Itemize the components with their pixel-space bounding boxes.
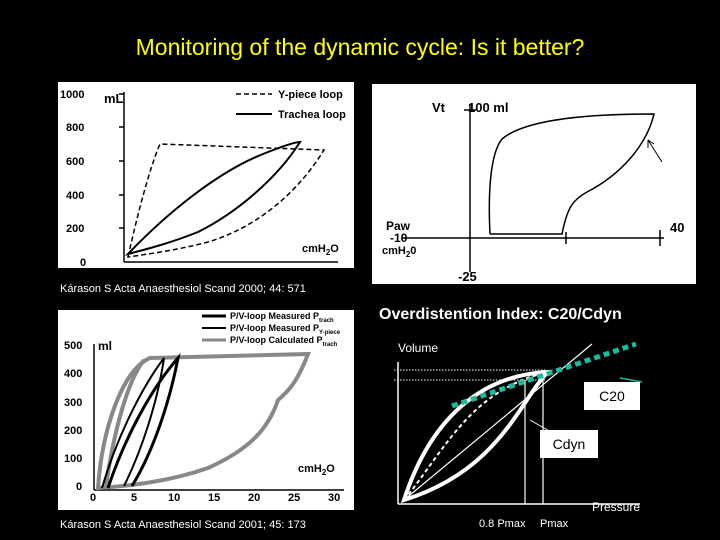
measured-trach-loop bbox=[106, 352, 181, 489]
y-tick-label: 200 bbox=[66, 223, 84, 235]
measured-ypiece-loop bbox=[101, 357, 165, 489]
y-piece-loop bbox=[127, 143, 326, 258]
y-tick-label: 1000 bbox=[60, 89, 84, 101]
arrow-head bbox=[647, 139, 655, 148]
y-tick-marks bbox=[119, 93, 124, 229]
legend-label: P/V-loop Calculated Ptrach bbox=[230, 335, 338, 348]
y-tick-label: 800 bbox=[66, 122, 84, 134]
y-tick-label: 400 bbox=[64, 368, 82, 380]
x-tick-label: 20 bbox=[248, 492, 260, 504]
x-unit-label: cmH2O bbox=[302, 243, 339, 257]
vt-paw-chart: Vt 100 ml Paw -10 cmH20 -25 40 bbox=[372, 84, 696, 284]
cdyn-line bbox=[403, 343, 593, 501]
vt-paw-trace bbox=[488, 113, 655, 235]
legend-label: Trachea loop bbox=[278, 109, 346, 121]
overdistention-title: Overdistention Index: C20/Cdyn bbox=[379, 306, 622, 323]
right-value: 40 bbox=[670, 220, 684, 235]
y-tick-label: 500 bbox=[64, 340, 82, 352]
c20-label-box: C20 bbox=[584, 382, 640, 410]
trachea-loop bbox=[124, 140, 302, 256]
x-tick-label: 25 bbox=[288, 492, 300, 504]
legend-label: P/V-loop Measured Ptrach bbox=[230, 311, 334, 324]
pv-loop-chart-2001-plot: P/V-loop Measured Ptrach P/V-loop Measur… bbox=[64, 310, 354, 504]
vt-paw-chart-plot: Vt 100 ml Paw -10 cmH20 -25 40 bbox=[382, 100, 684, 284]
vt-label: Vt bbox=[432, 100, 446, 115]
legend-label: Y-piece loop bbox=[278, 89, 343, 101]
y-tick-label: 100 bbox=[64, 453, 82, 465]
pv-loop-outer bbox=[400, 369, 554, 504]
bottom-value: -25 bbox=[458, 269, 477, 284]
vt-value: 100 ml bbox=[468, 100, 508, 115]
arrow-line bbox=[647, 139, 663, 163]
y-unit-label: mL bbox=[104, 91, 124, 106]
volume-label: Volume bbox=[398, 341, 439, 355]
pv-loop-chart-2000: 1000 800 600 400 200 0 mL Y-piece loop T… bbox=[58, 82, 354, 269]
pressure-label: Pressure bbox=[592, 500, 641, 514]
x-tick-label: 0 bbox=[90, 492, 96, 504]
y-tick-label: 0 bbox=[76, 481, 82, 493]
x-tick-label: 15 bbox=[208, 492, 220, 504]
x-tick-label: 30 bbox=[328, 492, 340, 504]
x-tick-label: 5 bbox=[131, 492, 137, 504]
calculated-ptrach-loop bbox=[95, 351, 311, 491]
y-unit-label: ml bbox=[98, 339, 112, 353]
calculated-ptrach-inner bbox=[104, 358, 146, 487]
paw-low-value: -10 bbox=[390, 231, 408, 245]
y-tick-label: 600 bbox=[66, 156, 84, 168]
y-tick-label: 200 bbox=[64, 425, 82, 437]
pv-loop-chart-2000-plot: 1000 800 600 400 200 0 mL Y-piece loop T… bbox=[60, 89, 346, 269]
x-label-pmax: Pmax bbox=[540, 518, 569, 530]
paw-unit: cmH20 bbox=[382, 245, 416, 259]
y-tick-label: 0 bbox=[80, 257, 86, 269]
legend-label: P/V-loop Measured PY-piece bbox=[230, 323, 341, 336]
y-tick-label: 300 bbox=[64, 397, 82, 409]
x-unit-label: cmH2O bbox=[298, 463, 335, 477]
x-tick-label: 10 bbox=[168, 492, 180, 504]
y-tick-label: 400 bbox=[66, 190, 84, 202]
pv-loop-chart-2001: P/V-loop Measured Ptrach P/V-loop Measur… bbox=[58, 310, 354, 510]
cdyn-label-box: Cdyn bbox=[540, 430, 598, 458]
paw-label: Paw bbox=[386, 219, 411, 233]
pv-loop-inner bbox=[403, 371, 549, 501]
citation-2001: Kárason S Acta Anaesthesiol Scand 2001; … bbox=[60, 519, 306, 531]
x-label-08pmax: 0.8 Pmax bbox=[479, 518, 526, 530]
citation-2000: Kárason S Acta Anaesthesiol Scand 2000; … bbox=[60, 283, 306, 295]
slide-title: Monitoring of the dynamic cycle: Is it b… bbox=[135, 34, 585, 60]
